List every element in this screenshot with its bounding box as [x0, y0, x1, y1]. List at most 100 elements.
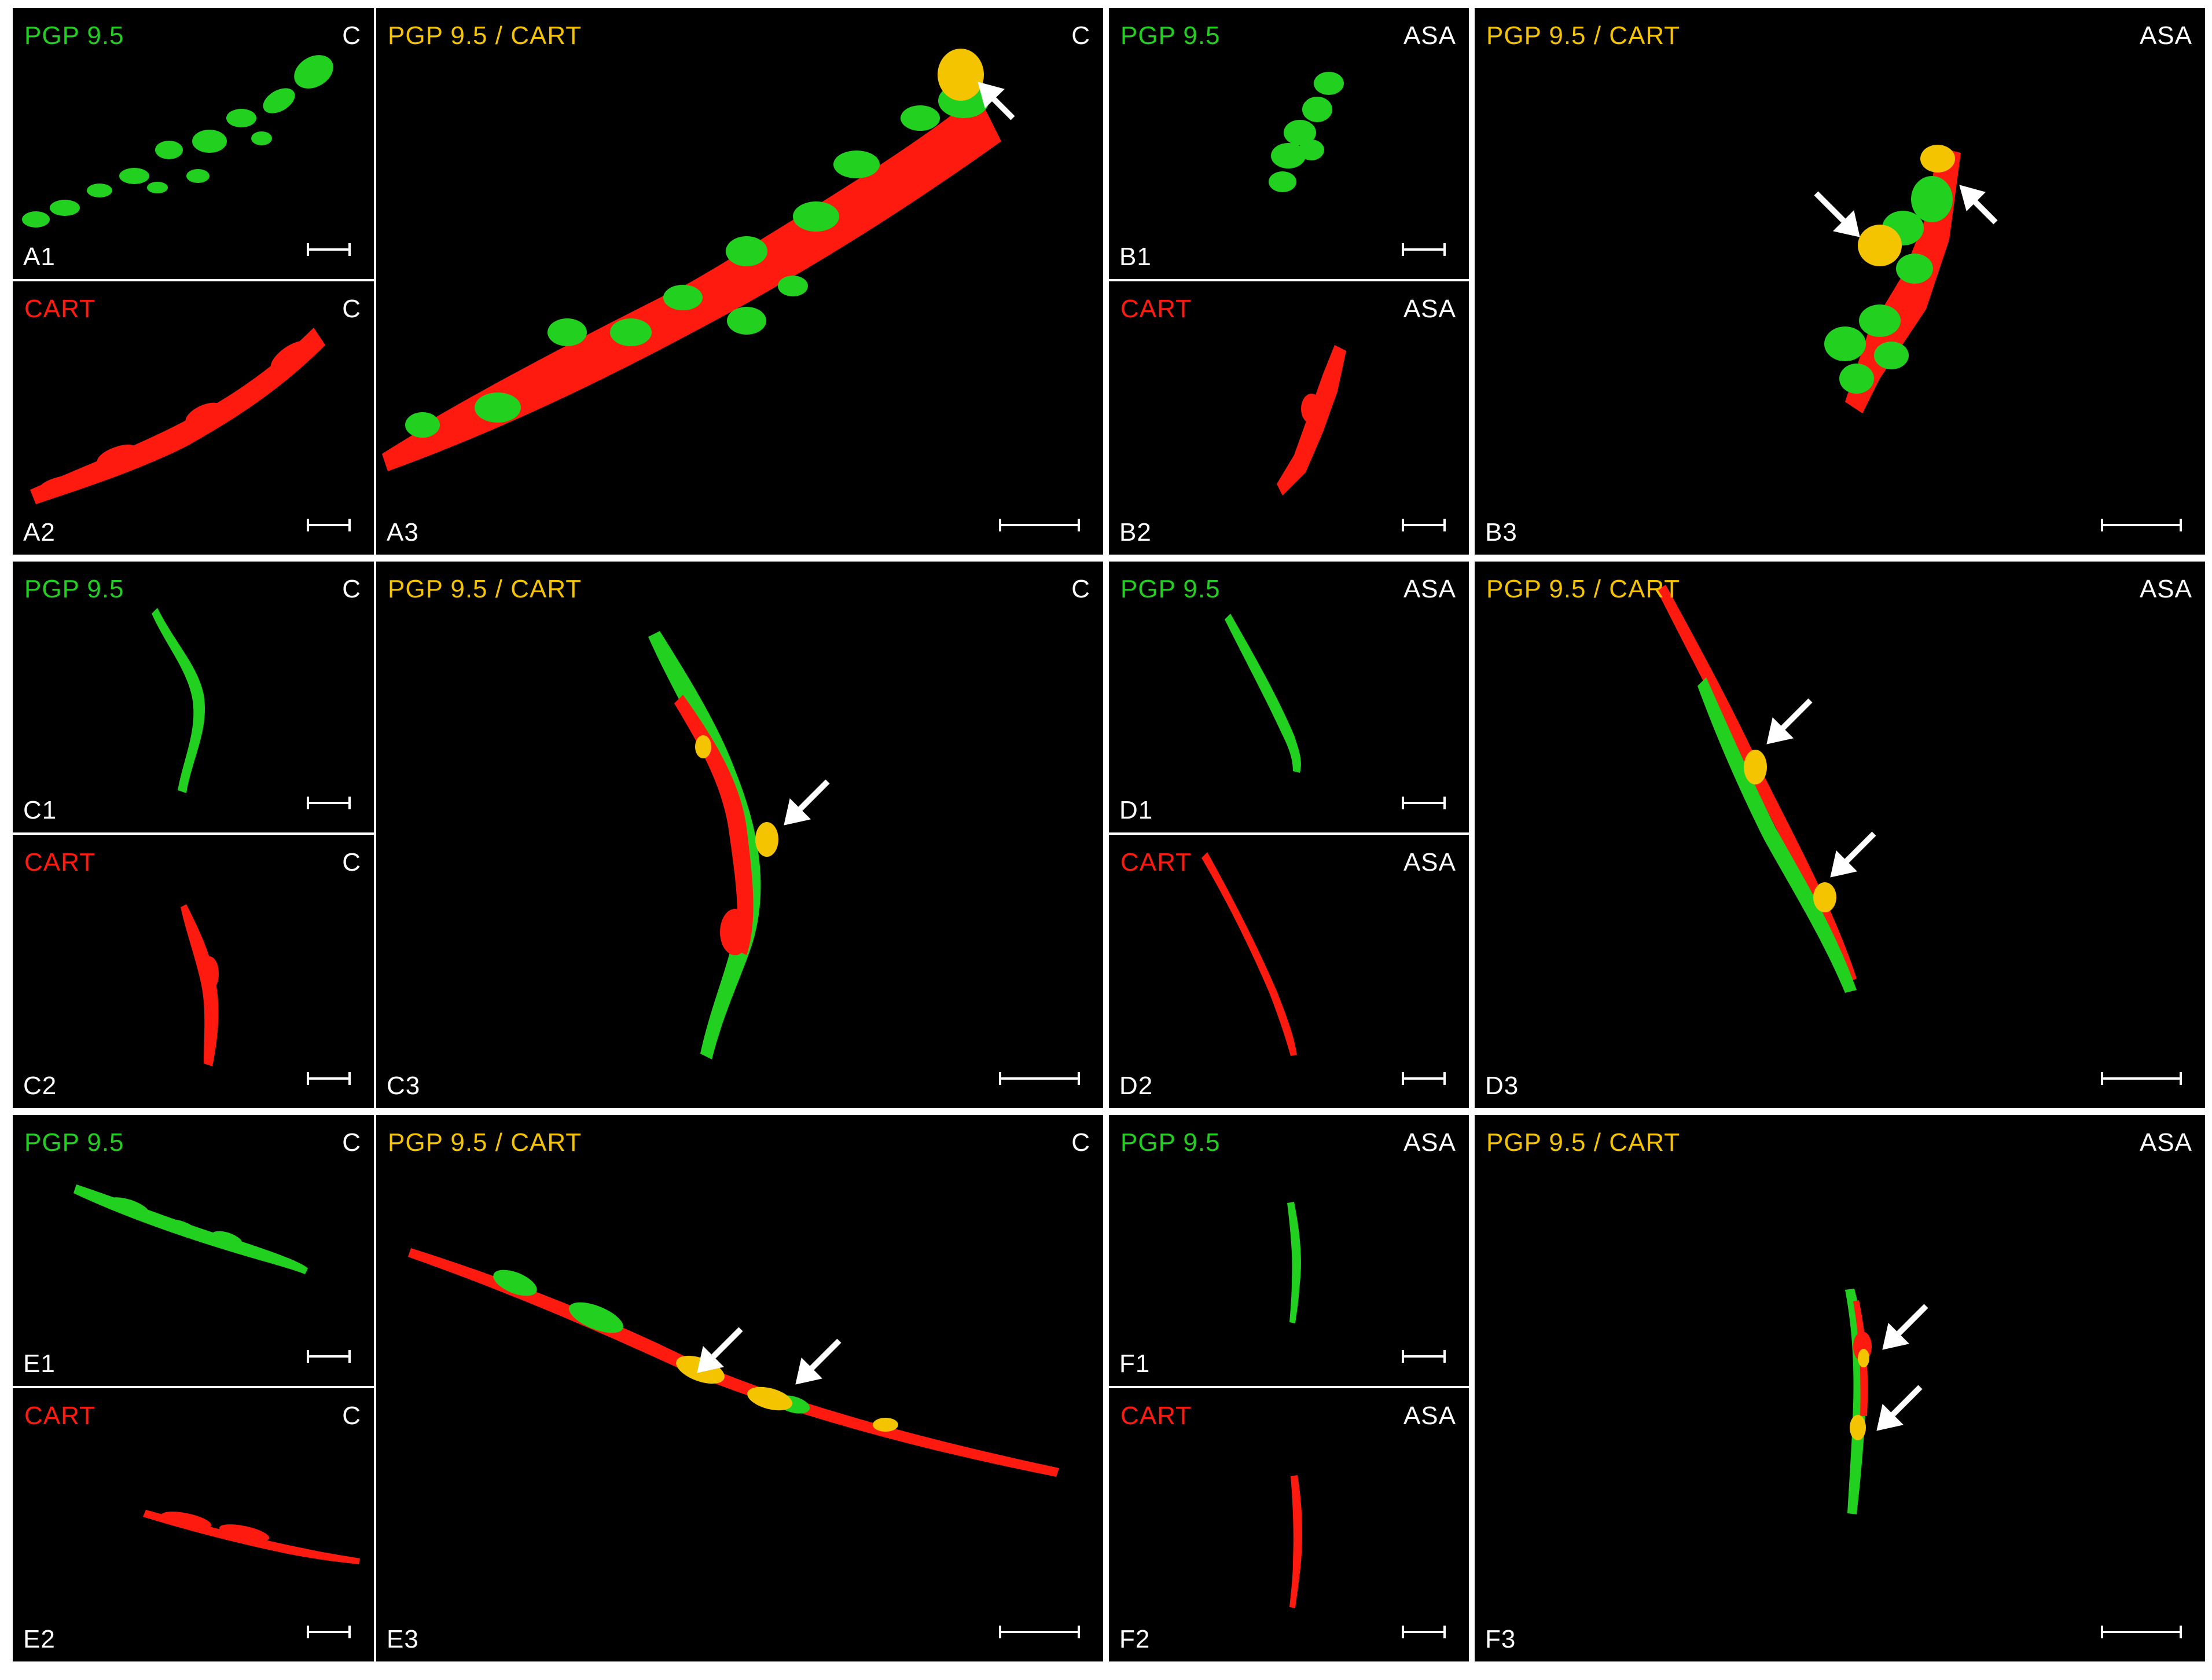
micrograph-F1 — [1287, 1202, 1301, 1323]
marker-label: PGP 9.5 — [24, 575, 124, 603]
marker-label: PGP 9.5 / CART — [388, 1128, 582, 1157]
white-arrow-icon — [697, 1327, 743, 1373]
panel-id: F3 — [1485, 1625, 1516, 1653]
scale-bar — [2101, 1626, 2182, 1638]
marker-label: PGP 9.5 — [1120, 1128, 1221, 1157]
scale-bar — [307, 797, 351, 809]
group-label: C — [1071, 1128, 1090, 1157]
scale-bar — [999, 1072, 1080, 1085]
panel-id: E1 — [23, 1349, 56, 1378]
marker-label: CART — [24, 1402, 95, 1430]
panel-id: C2 — [23, 1072, 57, 1100]
panel-id: F2 — [1119, 1625, 1151, 1653]
scale-bar — [307, 243, 351, 256]
micrograph-C3 — [648, 631, 830, 1059]
panel-id: C1 — [23, 796, 57, 824]
white-arrow-icon — [1959, 185, 1998, 225]
marker-label: PGP 9.5 / CART — [1486, 21, 1681, 50]
white-arrow-icon — [1814, 191, 1860, 237]
panel-B3: PGP 9.5 / CART ASA B3 — [1475, 8, 2205, 555]
panel-D1: PGP 9.5 ASA D1 — [1109, 562, 1469, 832]
panel-C1: PGP 9.5 C C1 — [13, 562, 374, 832]
white-arrow-icon — [1876, 1385, 1923, 1431]
micrograph-B1 — [1269, 72, 1344, 192]
panel-id: B2 — [1119, 518, 1152, 546]
group-label: ASA — [1403, 1402, 1456, 1430]
panel-E1: PGP 9.5 C E1 — [13, 1115, 374, 1386]
micrograph-C2 — [181, 904, 219, 1066]
scale-bar — [1402, 243, 1446, 256]
scale-bar — [307, 1626, 351, 1638]
white-arrow-icon — [978, 82, 1015, 120]
white-arrow-icon — [1766, 698, 1813, 744]
group-label: C — [342, 295, 361, 323]
micrograph-A3 — [382, 49, 1015, 471]
micrograph-E2 — [143, 1510, 360, 1564]
panel-A1: PGP 9.5 C A1 — [13, 8, 374, 279]
micrograph-B2 — [1277, 345, 1346, 496]
white-arrow-icon — [1882, 1304, 1928, 1350]
panel-B1: PGP 9.5 ASA B1 — [1109, 8, 1469, 279]
group-label: ASA — [1403, 295, 1456, 323]
panel-id: B3 — [1485, 518, 1517, 546]
marker-label: PGP 9.5 — [24, 1128, 124, 1157]
group-label: C — [342, 1402, 361, 1430]
marker-label: PGP 9.5 — [1120, 575, 1221, 603]
micrograph-A2 — [30, 328, 325, 504]
panel-id: A1 — [23, 243, 56, 271]
scale-bar — [2101, 519, 2182, 531]
panel-A2: CART C A2 — [13, 281, 374, 555]
micrograph-B3 — [1814, 145, 1998, 413]
micrograph-A1 — [22, 55, 333, 228]
white-arrow-icon — [784, 779, 830, 826]
marker-label: PGP 9.5 / CART — [1486, 1128, 1681, 1157]
group-label: ASA — [2139, 575, 2192, 603]
panel-id: C3 — [387, 1072, 421, 1100]
group-label: ASA — [1403, 848, 1456, 876]
panel-id: D2 — [1119, 1072, 1153, 1100]
panel-id: E3 — [387, 1625, 419, 1653]
scale-bar — [1402, 1626, 1446, 1638]
panel-id: E2 — [23, 1625, 56, 1653]
marker-label: PGP 9.5 — [24, 21, 124, 50]
scale-bar — [307, 1072, 351, 1085]
group-label: C — [342, 848, 361, 876]
scale-bar — [2101, 1072, 2182, 1085]
white-arrow-icon — [795, 1338, 842, 1385]
panel-C2: CART C C2 — [13, 835, 374, 1108]
scale-bar — [1402, 1350, 1446, 1363]
panel-id: A3 — [387, 518, 419, 546]
panel-E3: PGP 9.5 / CART C E3 — [376, 1115, 1103, 1661]
panel-A3: PGP 9.5 / CART C A3 — [376, 8, 1103, 555]
marker-label: CART — [24, 295, 95, 323]
micrograph-F2 — [1289, 1475, 1302, 1608]
group-label: C — [342, 21, 361, 50]
panel-C3: PGP 9.5 / CART C C3 — [376, 562, 1103, 1108]
micrograph-D2 — [1201, 852, 1297, 1056]
scale-bar — [1402, 797, 1446, 809]
scale-bar — [999, 519, 1080, 531]
marker-label: CART — [1120, 295, 1192, 323]
panel-F2: CART ASA F2 — [1109, 1388, 1469, 1661]
white-arrow-icon — [1830, 831, 1876, 878]
micrograph-D3 — [1657, 585, 1876, 993]
group-label: ASA — [2139, 21, 2192, 50]
group-label: ASA — [1403, 1128, 1456, 1157]
marker-label: CART — [1120, 848, 1192, 876]
panel-E2: CART C E2 — [13, 1388, 374, 1661]
scale-bar — [1402, 1072, 1446, 1085]
micrograph-C1 — [152, 608, 205, 793]
group-label: ASA — [1403, 575, 1456, 603]
scale-bar — [307, 1350, 351, 1363]
group-label: C — [342, 575, 361, 603]
panel-id: B1 — [1119, 243, 1152, 271]
micrograph-F3 — [1845, 1289, 1928, 1514]
marker-label: PGP 9.5 / CART — [388, 575, 582, 603]
group-label: C — [342, 1128, 361, 1157]
marker-label: PGP 9.5 / CART — [388, 21, 582, 50]
marker-label: PGP 9.5 / CART — [1486, 575, 1681, 603]
scale-bar — [307, 519, 351, 531]
micrograph-E3 — [408, 1248, 1059, 1477]
panel-id: D3 — [1485, 1072, 1519, 1100]
